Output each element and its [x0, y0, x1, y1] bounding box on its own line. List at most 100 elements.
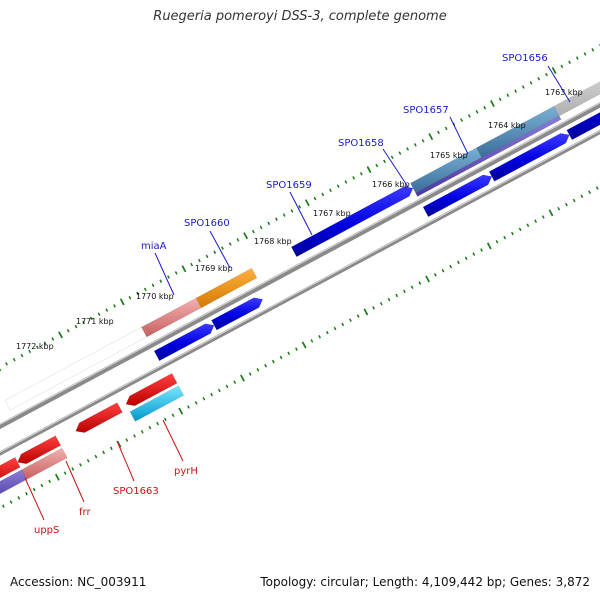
scale-tick	[349, 318, 352, 323]
gene-label[interactable]: SPO1658	[338, 138, 384, 149]
kbp-label: 1768 kbp	[254, 237, 292, 246]
scale-tick	[136, 291, 140, 296]
scale-tick	[359, 172, 363, 176]
scale-tick	[151, 283, 155, 288]
feature-uppS-red	[0, 456, 21, 479]
scale-tick	[217, 388, 221, 393]
scale-tick	[418, 281, 422, 285]
scale-tick	[575, 56, 579, 60]
scale-tick	[105, 308, 109, 312]
scale-tick	[511, 231, 514, 236]
accession-text: Accession: NC_003911	[10, 575, 147, 589]
gene-label[interactable]: uppS	[34, 525, 59, 536]
scale-tick	[1, 504, 5, 508]
scale-tick	[86, 458, 90, 463]
scale-tick	[58, 331, 63, 339]
scale-tick	[437, 130, 440, 135]
inner-scale-ticks	[1, 186, 599, 508]
scale-tick	[187, 405, 190, 409]
scale-tick	[403, 289, 406, 294]
scale-tick	[449, 264, 453, 269]
gene-label[interactable]: SPO1663	[113, 486, 159, 497]
kbp-label: 1766 kbp	[372, 180, 410, 189]
genome-stats-text: Topology: circular; Length: 4,109,442 bp…	[260, 575, 590, 589]
scale-tick	[375, 163, 379, 168]
scale-tick	[329, 188, 332, 193]
scale-tick	[205, 254, 209, 259]
gene-leader-line	[289, 191, 313, 236]
scale-tick	[282, 213, 286, 217]
feature-blue-2	[211, 297, 264, 331]
gene-label[interactable]: SPO1657	[403, 105, 449, 116]
scale-tick	[251, 229, 255, 234]
scale-tick	[32, 487, 36, 492]
scale-tick	[490, 100, 495, 108]
scale-tick	[310, 339, 314, 343]
scale-tick	[5, 362, 8, 366]
scale-tick	[472, 252, 476, 256]
scale-tick	[17, 496, 21, 500]
scale-tick	[279, 355, 283, 360]
scale-tick	[336, 184, 340, 188]
scale-tick	[363, 308, 369, 316]
feature-red-2	[17, 435, 62, 465]
scale-tick	[591, 48, 595, 52]
scale-tick	[113, 304, 116, 308]
scale-tick	[43, 341, 47, 345]
gene-label[interactable]: SPO1660	[184, 218, 230, 229]
gene-features	[0, 81, 600, 495]
scale-tick	[595, 186, 599, 190]
scale-tick	[413, 143, 417, 147]
scale-tick	[63, 471, 67, 475]
scale-tick	[387, 297, 391, 302]
gene-leader-line	[116, 440, 135, 482]
scale-tick	[410, 285, 414, 289]
scale-tick	[225, 384, 229, 389]
scale-tick	[313, 196, 317, 201]
scale-tick	[221, 246, 224, 250]
scale-tick	[54, 473, 60, 481]
scale-tick	[498, 97, 502, 102]
scale-tick	[89, 316, 93, 321]
scale-tick	[233, 380, 237, 384]
scale-tick	[109, 446, 113, 451]
scale-tick	[171, 413, 175, 418]
scale-tick	[71, 467, 75, 471]
scale-tick	[541, 215, 545, 219]
scale-tick	[425, 275, 430, 283]
feature-blue-outer	[290, 186, 414, 258]
backbone-upper-rail-highlight	[0, 102, 600, 425]
scale-tick	[428, 133, 434, 141]
scale-tick	[475, 110, 479, 114]
scale-tick	[295, 347, 298, 351]
scale-tick	[181, 265, 187, 273]
scale-tick	[457, 260, 460, 265]
gene-label[interactable]: pyrH	[174, 466, 198, 477]
scale-tick	[210, 392, 214, 397]
scale-tick	[529, 81, 533, 85]
scale-tick	[444, 126, 448, 131]
scale-tick	[383, 159, 386, 164]
scale-tick	[441, 268, 445, 273]
gene-label[interactable]: frr	[79, 507, 91, 518]
scale-tick	[102, 450, 106, 455]
kbp-label: 1765 kbp	[430, 151, 468, 160]
scale-tick	[174, 271, 178, 275]
gene-label[interactable]: SPO1656	[502, 53, 548, 64]
gene-label[interactable]: miaA	[141, 241, 167, 252]
scale-tick	[243, 232, 249, 240]
scale-tick	[514, 89, 518, 93]
scale-tick	[236, 238, 240, 242]
scale-tick	[390, 155, 394, 160]
kbp-label: 1767 kbp	[313, 209, 351, 218]
scale-tick	[506, 93, 510, 98]
feature-purple-strip	[415, 115, 562, 197]
scale-tick	[148, 425, 152, 430]
scale-tick	[460, 118, 464, 122]
gene-label[interactable]: SPO1659	[266, 180, 312, 191]
scale-tick	[264, 363, 268, 368]
gene-leader-line	[382, 148, 409, 188]
kbp-label: 1764 kbp	[488, 121, 526, 130]
